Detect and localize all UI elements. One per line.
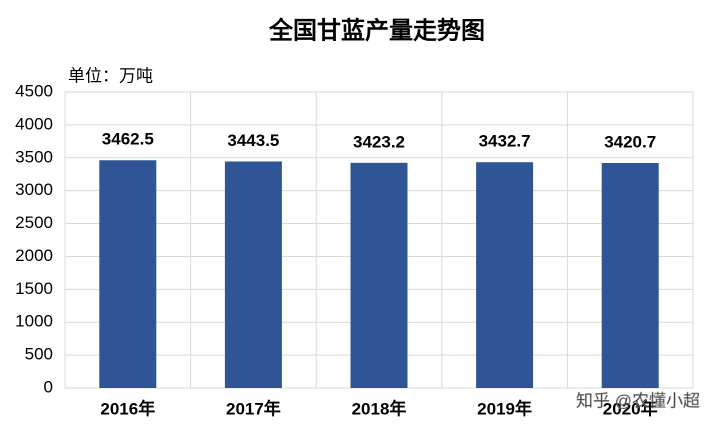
y-tick-label: 2000 (15, 246, 53, 265)
x-tick-label: 2018年 (352, 398, 407, 418)
chart-title: 全国甘蓝产量走势图 (268, 16, 485, 44)
x-tick-label: 2019年 (477, 398, 532, 418)
y-tick-label: 4500 (15, 81, 53, 100)
bar (601, 162, 659, 388)
y-tick-label: 2500 (15, 213, 53, 232)
bar (350, 162, 408, 388)
unit-label: 单位：万吨 (68, 66, 153, 85)
value-label: 3423.2 (353, 132, 405, 151)
bar (224, 161, 282, 388)
y-tick-label: 500 (25, 345, 53, 364)
y-tick-label: 0 (44, 377, 53, 396)
y-tick-label: 3000 (15, 180, 53, 199)
x-tick-label: 2020年 (603, 398, 658, 418)
x-tick-label: 2016年 (100, 398, 155, 418)
value-label: 3432.7 (479, 132, 531, 151)
y-tick-label: 4000 (15, 114, 53, 133)
x-tick-label: 2017年 (226, 398, 281, 418)
bar (99, 160, 157, 388)
watermark: 知乎 @农懂小超 (576, 391, 700, 410)
value-label: 3443.5 (227, 131, 279, 150)
y-tick-label: 1500 (15, 279, 53, 298)
bar (476, 162, 534, 388)
value-label: 3420.7 (604, 132, 656, 151)
y-tick-label: 3500 (15, 147, 53, 166)
value-label: 3462.5 (102, 130, 154, 149)
y-tick-label: 1000 (15, 312, 53, 331)
